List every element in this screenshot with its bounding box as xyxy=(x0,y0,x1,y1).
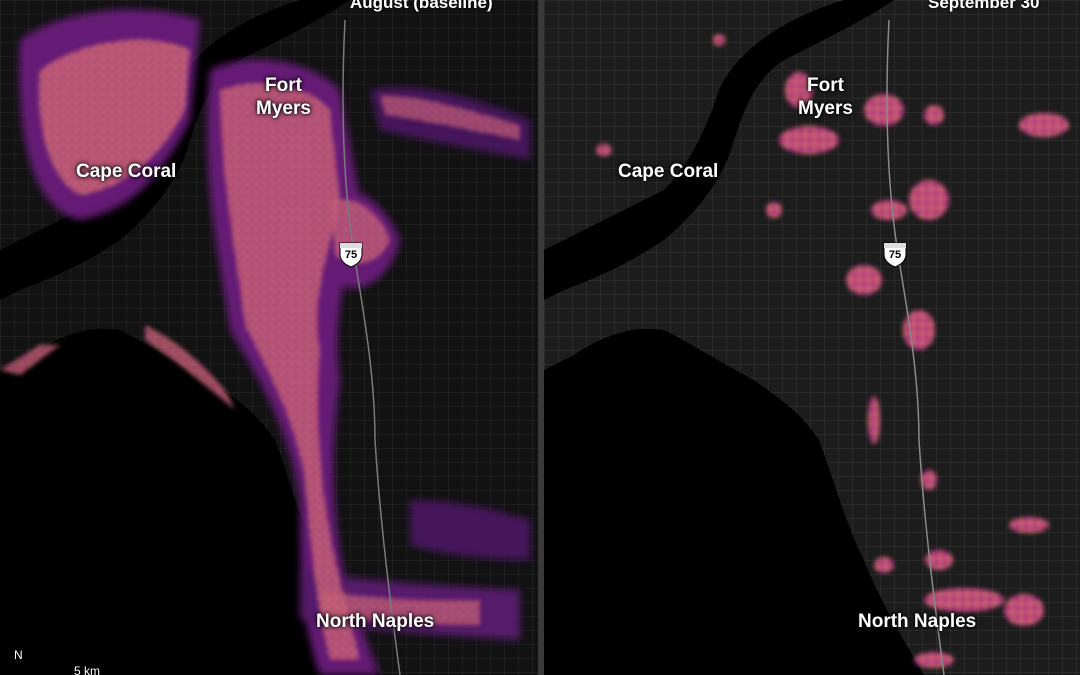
north-arrow-icon: N xyxy=(14,648,23,662)
map-baseline xyxy=(0,0,538,675)
i75-road xyxy=(886,19,945,675)
label-cape-coral: Cape Coral xyxy=(618,161,719,182)
label-cape-coral: Cape Coral xyxy=(76,161,177,182)
label-fort-myers: Fort Myers xyxy=(798,75,853,119)
map-outage xyxy=(544,0,1080,675)
interstate-shield-icon: 75 xyxy=(338,240,364,268)
highway-number: 75 xyxy=(344,249,358,261)
highway-number: 75 xyxy=(888,249,902,261)
scale-distance: 5 km xyxy=(74,664,101,675)
label-north-naples: North Naples xyxy=(858,611,977,632)
label-fort-myers: Fort Myers xyxy=(256,75,311,119)
label-north-naples: North Naples xyxy=(316,611,435,632)
panel-divider xyxy=(538,0,544,675)
interstate-shield-icon: 75 xyxy=(882,240,908,268)
caloosahatchee-river xyxy=(544,0,894,300)
caloosahatchee-river xyxy=(0,0,350,300)
panel-title: August (baseline) xyxy=(350,0,493,12)
map-panel-outage: September 30 Fort Myers Cape Coral North… xyxy=(544,0,1080,675)
panel-title: September 30 xyxy=(928,0,1040,12)
i75-road xyxy=(342,19,401,675)
map-panel-baseline: August (baseline) Fort Myers Cape Coral … xyxy=(0,0,538,675)
